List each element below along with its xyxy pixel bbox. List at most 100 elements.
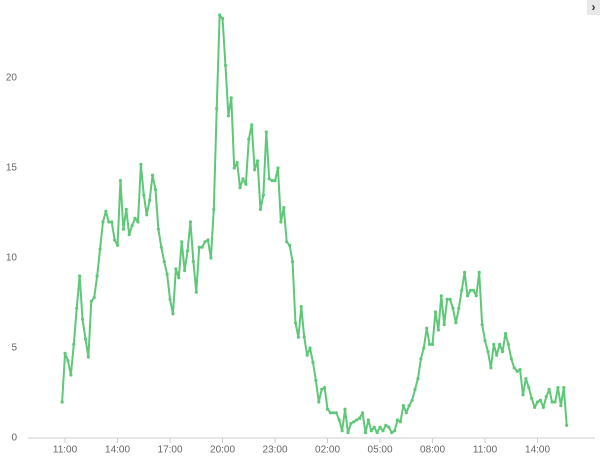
- point: [553, 400, 557, 404]
- point: [363, 431, 368, 435]
- point: [533, 405, 537, 409]
- point: [308, 346, 312, 350]
- point: [250, 123, 254, 127]
- point: [282, 206, 286, 210]
- point: [78, 274, 82, 278]
- point: [264, 130, 268, 134]
- point: [337, 418, 341, 422]
- point: [486, 350, 490, 354]
- point: [296, 335, 300, 339]
- point: [247, 137, 251, 141]
- point: [384, 423, 388, 427]
- point: [404, 411, 408, 415]
- collapse-button[interactable]: ›: [587, 0, 600, 15]
- x-tick-label: 08:00: [420, 445, 445, 456]
- x-tick-label: 11:00: [473, 445, 498, 456]
- point: [253, 168, 257, 172]
- point: [451, 306, 455, 310]
- point: [390, 431, 394, 435]
- point: [398, 420, 403, 424]
- point: [177, 276, 181, 280]
- point: [500, 350, 505, 354]
- point: [285, 240, 289, 244]
- point: [226, 114, 230, 118]
- y-tick-label: 15: [6, 163, 18, 174]
- point: [127, 233, 131, 237]
- point: [148, 198, 152, 202]
- point: [150, 173, 155, 177]
- point: [433, 310, 438, 314]
- point: [107, 220, 111, 224]
- point: [527, 386, 531, 390]
- point: [442, 323, 446, 327]
- point: [75, 306, 79, 310]
- point: [314, 378, 318, 382]
- point: [436, 328, 440, 332]
- x-tick-label: 14:00: [525, 445, 550, 456]
- point: [518, 368, 522, 372]
- line: [61, 14, 568, 434]
- point: [474, 294, 478, 298]
- point: [454, 321, 458, 325]
- x-tick-label: 11:00: [53, 445, 78, 456]
- point: [130, 224, 134, 228]
- x-tick-label: 14:00: [105, 445, 130, 456]
- point: [232, 166, 236, 170]
- point: [430, 342, 435, 346]
- point: [547, 387, 551, 391]
- point: [83, 337, 88, 341]
- point: [98, 247, 102, 251]
- point: [524, 377, 528, 381]
- point: [410, 398, 414, 402]
- point: [133, 216, 137, 220]
- point: [180, 240, 184, 244]
- point: [220, 17, 225, 21]
- point: [168, 297, 172, 301]
- point: [395, 418, 400, 422]
- point: [183, 269, 187, 273]
- x-tick-label: 17:00: [158, 445, 183, 456]
- point: [60, 400, 64, 404]
- point: [448, 297, 452, 301]
- point: [270, 179, 274, 183]
- point: [241, 177, 245, 181]
- point: [480, 323, 484, 327]
- point: [559, 404, 563, 408]
- point: [512, 366, 516, 370]
- point: [489, 366, 493, 370]
- point: [101, 220, 105, 224]
- point: [159, 245, 163, 249]
- point: [136, 220, 140, 224]
- point: [311, 360, 315, 364]
- point: [425, 326, 429, 330]
- point: [185, 249, 190, 253]
- point: [299, 305, 303, 309]
- point: [288, 243, 292, 247]
- point: [422, 346, 426, 350]
- point: [509, 357, 513, 361]
- point: [407, 404, 411, 408]
- point: [215, 107, 219, 111]
- point: [302, 335, 306, 339]
- point: [471, 288, 475, 292]
- point: [203, 240, 207, 244]
- point: [457, 306, 461, 310]
- point: [174, 267, 178, 271]
- point: [503, 332, 508, 336]
- point: [110, 220, 114, 224]
- point: [325, 407, 330, 411]
- point: [530, 396, 534, 400]
- point: [165, 272, 169, 276]
- point: [206, 238, 210, 242]
- y-tick-label: 20: [6, 73, 18, 84]
- point: [465, 294, 470, 298]
- point: [188, 220, 193, 224]
- point: [124, 207, 128, 211]
- point: [378, 425, 382, 429]
- point: [223, 63, 228, 67]
- y-tick-label: 0: [11, 433, 17, 444]
- point: [69, 373, 73, 377]
- point: [498, 342, 502, 346]
